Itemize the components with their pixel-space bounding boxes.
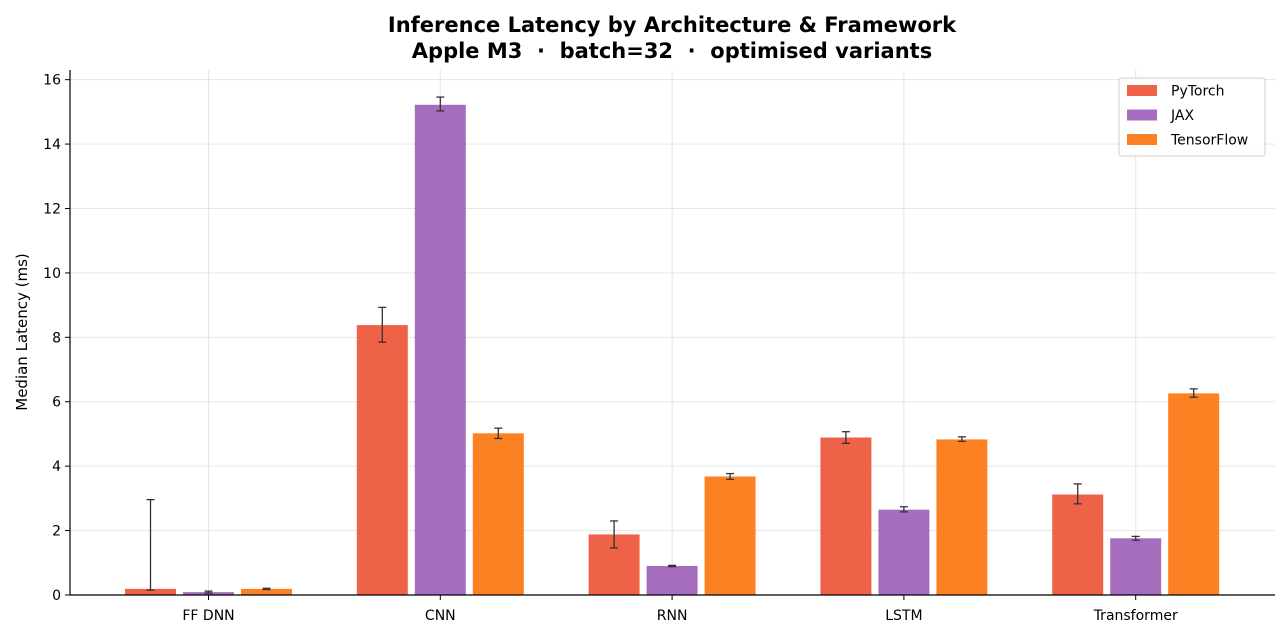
y-ticks: 0 2 4 6 8 10 12 14 16 [43, 73, 70, 604]
bars [125, 104, 1220, 595]
bar [1052, 494, 1104, 595]
y-tick-label: 0 [52, 588, 61, 604]
bar [1110, 538, 1162, 595]
error-bars [146, 96, 1198, 594]
legend-swatch [1127, 134, 1157, 145]
y-tick-label: 2 [52, 524, 61, 540]
bar [241, 588, 292, 595]
bar [820, 437, 872, 595]
legend-swatch [1127, 85, 1157, 96]
x-tick-label: Transformer [1093, 608, 1178, 624]
x-tick-label: LSTM [885, 608, 922, 624]
bar [414, 104, 466, 595]
bar [878, 509, 930, 595]
bar [704, 476, 756, 595]
legend: PyTorch JAX TensorFlow [1118, 77, 1266, 157]
bar [356, 325, 408, 595]
bar [1168, 393, 1220, 595]
legend-label: JAX [1170, 108, 1194, 124]
y-tick-label: 8 [52, 330, 61, 346]
y-tick-label: 4 [52, 459, 61, 475]
chart-title: Inference Latency by Architecture & Fram… [388, 13, 957, 37]
x-ticks: FF DNN CNN RNN LSTM Transformer [182, 595, 1178, 624]
bar [936, 439, 988, 595]
y-axis-label: Median Latency (ms) [13, 253, 31, 411]
y-tick-label: 10 [43, 266, 61, 282]
x-tick-label: CNN [425, 608, 456, 624]
x-tick-label: RNN [657, 608, 688, 624]
bar [646, 566, 698, 595]
legend-label: PyTorch [1171, 84, 1224, 100]
y-tick-label: 16 [43, 73, 61, 89]
y-tick-label: 14 [43, 137, 61, 153]
bar [472, 433, 524, 595]
chart-subtitle: Apple M3 · batch=32 · optimised variants [412, 39, 932, 63]
y-tick-label: 6 [52, 395, 61, 411]
legend-swatch [1127, 109, 1157, 121]
bar [125, 588, 176, 595]
x-tick-label: FF DNN [182, 608, 234, 624]
legend-label: TensorFlow [1170, 133, 1248, 149]
y-tick-label: 12 [43, 201, 61, 217]
